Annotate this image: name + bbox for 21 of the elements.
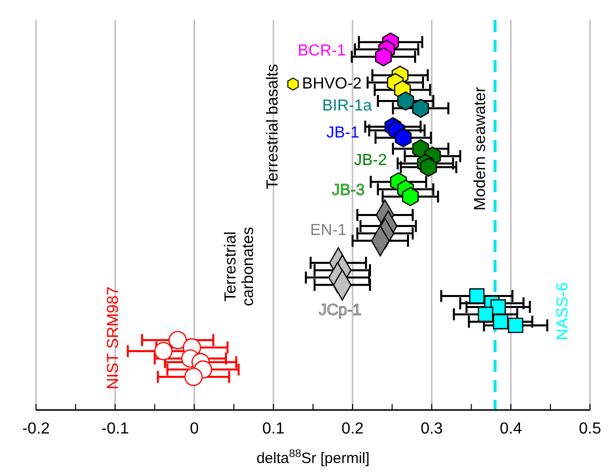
annotation: Terrestrial carbonates (222, 226, 258, 306)
series-label: BCR-1 (298, 42, 346, 60)
x-tick-label: -0.2 (22, 420, 50, 438)
series-label: JB-2 (354, 152, 388, 169)
x-axis-title: delta$^{88}$Sr [permil] (256, 448, 370, 467)
x-tick-label: 0.1 (262, 420, 285, 438)
series-label: JB-1 (326, 124, 360, 142)
legend-label: BHVO-2 (302, 76, 362, 93)
series-label: JB-3 (332, 182, 365, 200)
series-label: EN-1 (310, 222, 347, 239)
text: NIST SRM987 (104, 286, 122, 390)
x-tick-label: 0.2 (341, 420, 364, 438)
x-tick-label: -0.1 (101, 420, 130, 438)
x-tick-label: 0.3 (420, 420, 443, 438)
ref-line-label: Modern seawater (472, 86, 490, 211)
x-tick-label: 0.4 (500, 420, 522, 438)
series-label: BIR-1a (322, 98, 372, 115)
annotation: Terrestrial basalts (264, 64, 282, 190)
text: NASS-6 (554, 282, 572, 340)
x-tick-label: 0.5 (578, 420, 602, 438)
x-tick-label: 0 (190, 420, 199, 438)
